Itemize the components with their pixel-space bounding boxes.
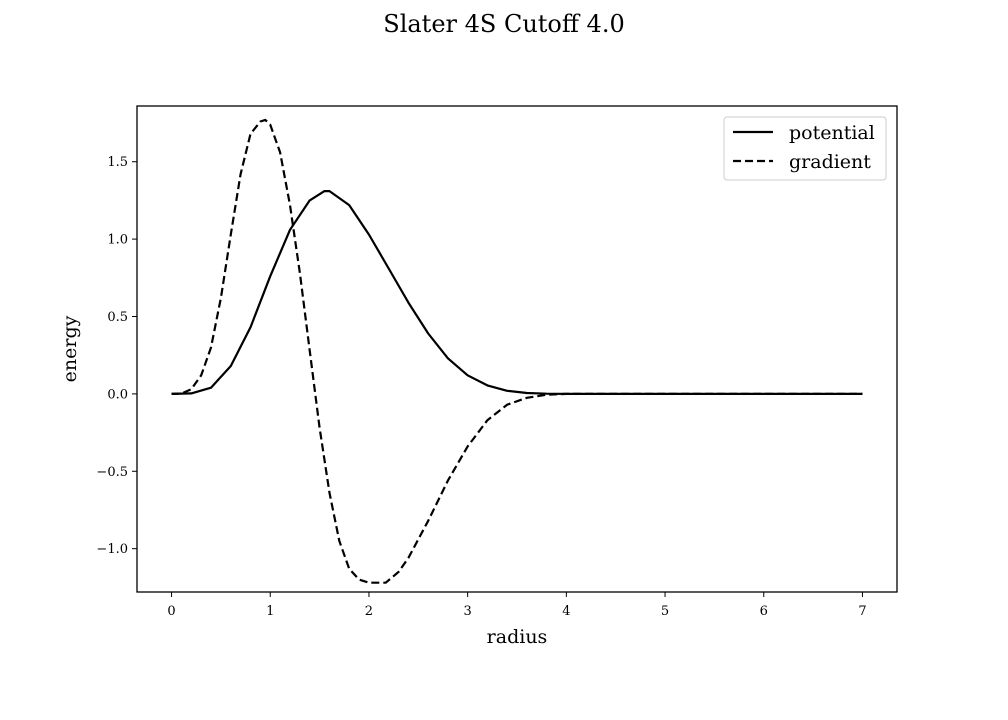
y-tick-label: 0.5 (107, 310, 128, 325)
x-tick-label: 5 (661, 604, 669, 619)
chart-title: Slater 4S Cutoff 4.0 (383, 10, 624, 38)
x-tick-label: 2 (365, 604, 373, 619)
y-tick-label: −0.5 (96, 465, 128, 480)
y-tick-label: 1.0 (107, 233, 128, 248)
axis-ticks: 0 1 2 3 4 5 6 7 −1.0 −0.5 0.0 0.5 1.0 1.5 (96, 155, 866, 619)
legend-label-gradient: gradient (789, 151, 871, 173)
x-tick-label: 7 (858, 604, 866, 619)
legend-label-potential: potential (789, 122, 875, 144)
x-tick-label: 0 (167, 604, 175, 619)
plot-area (171, 118, 863, 584)
y-tick-label: −1.0 (96, 542, 128, 557)
y-axis-label: energy (59, 315, 81, 382)
legend: potential gradient (723, 116, 887, 181)
x-axis-label: radius (487, 626, 548, 648)
series-line-gradient (171, 118, 863, 584)
y-tick-label: 1.5 (107, 155, 128, 170)
x-tick-label: 4 (562, 604, 570, 619)
plot-frame (136, 105, 898, 593)
x-tick-label: 3 (464, 604, 472, 619)
series-line-potential (171, 190, 863, 395)
y-tick-label: 0.0 (107, 387, 128, 402)
x-tick-label: 6 (760, 604, 768, 619)
x-tick-label: 1 (266, 604, 274, 619)
